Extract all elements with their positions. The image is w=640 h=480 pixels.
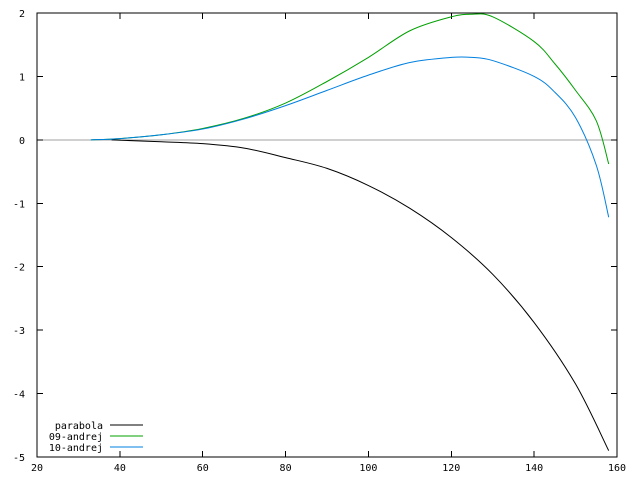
plot-frame bbox=[36, 12, 618, 458]
x-tick-label: 40 bbox=[114, 463, 126, 474]
series-line-09-andrej bbox=[90, 13, 610, 165]
x-tick-label: 80 bbox=[280, 463, 292, 474]
series-lines bbox=[90, 13, 610, 451]
legend-label: 10-andrej bbox=[49, 443, 103, 454]
series-line-10-andrej bbox=[90, 56, 610, 218]
legend-label: 09-andrej bbox=[49, 432, 103, 443]
axis-ticks: 20 40 60 80 100 120 140 160 -5 -4 -3 -2 -1 0 1 2 bbox=[13, 9, 626, 474]
x-tick-label: 20 bbox=[31, 463, 43, 474]
x-tick-label: 140 bbox=[525, 463, 543, 474]
plot-border bbox=[36, 12, 618, 458]
y-tick-label: 0 bbox=[19, 136, 25, 147]
y-tick-label: -2 bbox=[13, 263, 25, 274]
x-tick-label: 120 bbox=[442, 463, 460, 474]
x-tick-label: 160 bbox=[608, 463, 626, 474]
legend-label: parabola bbox=[55, 421, 103, 432]
y-tick-label: -4 bbox=[13, 390, 25, 401]
y-tick-label: 1 bbox=[19, 72, 25, 83]
x-tick-label: 100 bbox=[359, 463, 377, 474]
y-tick-label: -5 bbox=[13, 453, 25, 464]
x-tick-label: 60 bbox=[197, 463, 209, 474]
y-tick-label: -1 bbox=[13, 199, 25, 210]
y-tick-label: -3 bbox=[13, 326, 25, 337]
y-tick-label: 2 bbox=[19, 9, 25, 20]
series-line-parabola bbox=[111, 139, 610, 451]
